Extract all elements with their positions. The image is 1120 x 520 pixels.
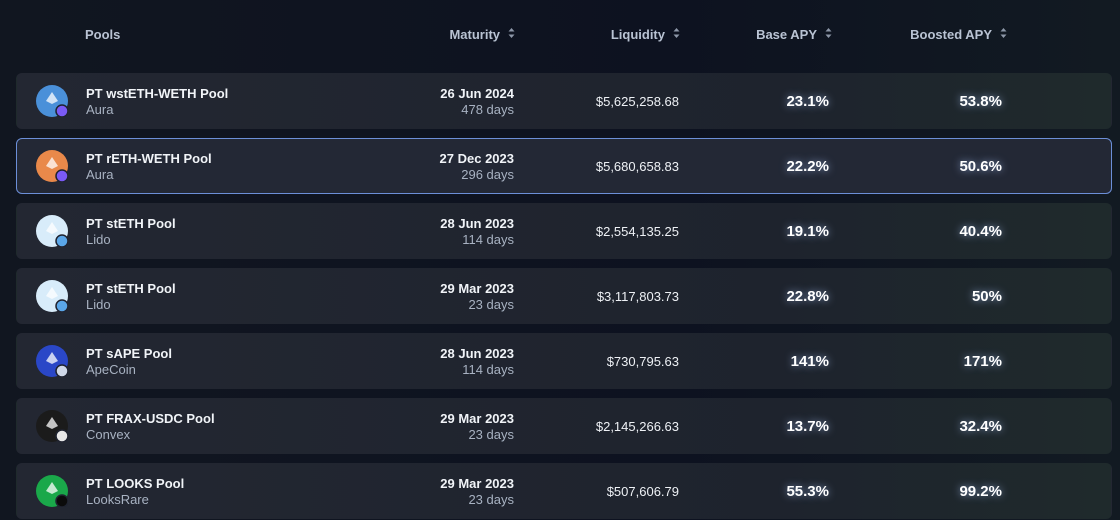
protocol: Aura xyxy=(86,102,114,117)
pool-icon xyxy=(36,475,69,508)
column-title: Liquidity xyxy=(610,27,665,42)
boosted-apy: 32.4% xyxy=(959,418,1002,435)
sort-icon xyxy=(508,27,515,42)
table-row[interactable]: PT stETH Pool Lido 28 Jun 2023 114 days $2,5… xyxy=(16,203,1112,259)
protocol: Aura xyxy=(86,167,114,182)
base-apy: 141% xyxy=(790,353,829,370)
pool-icon xyxy=(36,215,69,248)
protocol: Lido xyxy=(86,232,111,247)
maturity-date: 29 Mar 2023 xyxy=(440,411,514,426)
sort-icon xyxy=(673,27,680,42)
pool-icon xyxy=(36,150,69,183)
boosted-apy: 171% xyxy=(963,353,1002,370)
table-row[interactable]: PT rETH-WETH Pool Aura 27 Dec 2023 296 days… xyxy=(16,138,1112,194)
column-title: Boosted APY xyxy=(910,27,992,42)
base-apy: 19.1% xyxy=(786,223,829,240)
maturity-date: 29 Mar 2023 xyxy=(440,281,514,296)
pool-name: PT stETH Pool xyxy=(86,216,176,231)
pool-name: PT stETH Pool xyxy=(86,281,176,296)
maturity-date: 28 Jun 2023 xyxy=(440,346,514,361)
base-apy: 13.7% xyxy=(786,418,829,435)
table-row[interactable]: PT sAPE Pool ApeCoin 28 Jun 2023 114 days $7… xyxy=(16,333,1112,389)
base-apy: 55.3% xyxy=(786,483,829,500)
days-left: 296 days xyxy=(461,167,514,182)
column-title: Base APY xyxy=(756,27,817,42)
protocol: ApeCoin xyxy=(86,362,136,377)
column-header[interactable]: Liquidity xyxy=(611,27,680,42)
base-apy: 22.2% xyxy=(786,158,829,175)
boosted-apy: 99.2% xyxy=(959,483,1002,500)
maturity-date: 28 Jun 2023 xyxy=(440,216,514,231)
boosted-apy: 40.4% xyxy=(959,223,1002,240)
liquidity: $507,606.79 xyxy=(606,484,679,499)
table-row[interactable]: PT stETH Pool Lido 29 Mar 2023 23 days $3,11… xyxy=(16,268,1112,324)
protocol: Convex xyxy=(86,427,131,442)
days-left: 114 days xyxy=(462,362,514,377)
boosted-apy: 50.6% xyxy=(959,158,1002,175)
days-left: 114 days xyxy=(462,232,514,247)
boosted-apy: 53.8% xyxy=(959,93,1002,110)
pool-name: PT LOOKS Pool xyxy=(86,476,185,491)
protocol: LooksRare xyxy=(86,492,149,507)
pool-name: PT FRAX-USDC Pool xyxy=(86,411,215,426)
pool-icon xyxy=(36,280,69,313)
days-left: 478 days xyxy=(461,102,514,117)
pool-name: PT rETH-WETH Pool xyxy=(86,151,212,166)
pool-name: PT sAPE Pool xyxy=(86,346,172,361)
table-row[interactable]: PT wstETH-WETH Pool Aura 26 Jun 2024 478 da… xyxy=(16,73,1112,129)
maturity-date: 29 Mar 2023 xyxy=(440,476,514,491)
base-apy: 23.1% xyxy=(786,93,829,110)
liquidity: $5,680,658.83 xyxy=(595,159,679,174)
column-header[interactable]: Boosted APY xyxy=(910,27,1007,42)
table-row[interactable]: PT FRAX-USDC Pool Convex 29 Mar 2023 23 day… xyxy=(16,398,1112,454)
days-left: 23 days xyxy=(468,492,514,507)
column-title: Maturity xyxy=(449,27,500,42)
sort-icon xyxy=(825,27,832,42)
table-row[interactable]: PT LOOKS Pool LooksRare 29 Mar 2023 23 days… xyxy=(16,463,1112,519)
pool-name: PT wstETH-WETH Pool xyxy=(86,86,229,101)
liquidity: $730,795.63 xyxy=(606,354,679,369)
maturity-date: 27 Dec 2023 xyxy=(439,151,514,166)
liquidity: $3,117,803.73 xyxy=(596,289,679,304)
liquidity: $2,554,135.25 xyxy=(595,224,679,239)
base-apy: 22.8% xyxy=(786,288,829,305)
pool-icon xyxy=(36,85,69,118)
pool-icon xyxy=(36,345,69,378)
boosted-apy: 50% xyxy=(971,288,1002,305)
sort-icon xyxy=(1000,27,1007,42)
column-header[interactable]: Base APY xyxy=(756,27,832,42)
liquidity: $2,145,266.63 xyxy=(595,419,679,434)
pool-icon xyxy=(36,410,69,443)
days-left: 23 days xyxy=(468,427,514,442)
liquidity: $5,625,258.68 xyxy=(595,94,679,109)
days-left: 23 days xyxy=(468,297,514,312)
maturity-date: 26 Jun 2024 xyxy=(440,86,514,101)
protocol: Lido xyxy=(86,297,111,312)
column-header[interactable]: Maturity xyxy=(449,27,515,42)
column-header: Pools xyxy=(85,27,120,42)
column-title: Pools xyxy=(85,27,121,42)
